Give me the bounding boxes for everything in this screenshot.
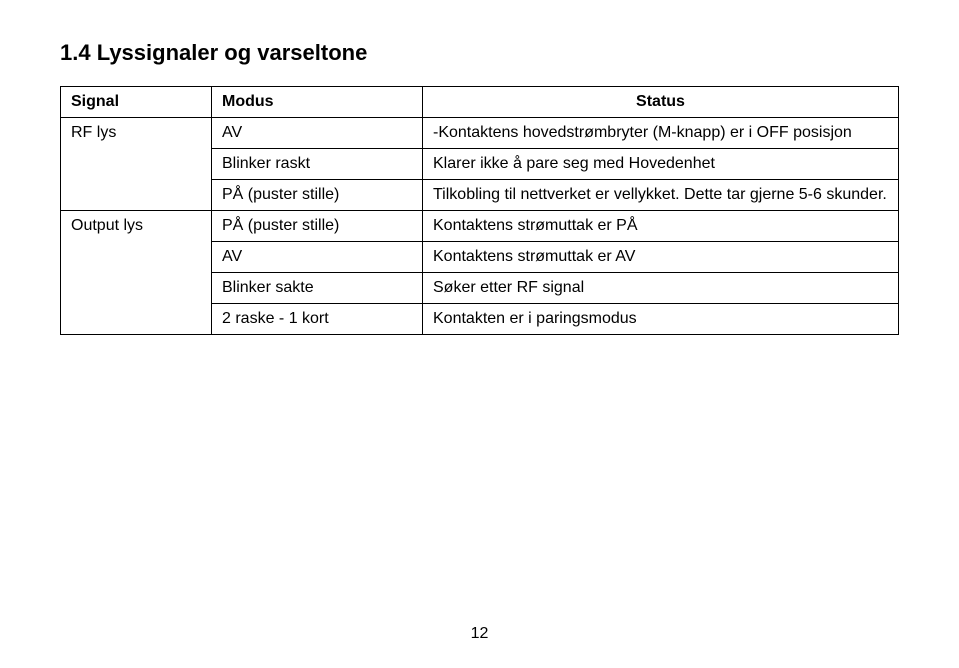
page-number: 12 — [0, 625, 959, 643]
cell-signal: RF lys — [61, 118, 212, 211]
cell-status: Søker etter RF signal — [423, 273, 899, 304]
cell-status: -Kontaktens hovedstrømbryter (M-knapp) e… — [423, 118, 899, 149]
cell-status: Kontaktens strømuttak er PÅ — [423, 211, 899, 242]
cell-modus: PÅ (puster stille) — [212, 180, 423, 211]
cell-modus: AV — [212, 118, 423, 149]
cell-modus: Blinker raskt — [212, 149, 423, 180]
cell-modus: AV — [212, 242, 423, 273]
cell-signal: Output lys — [61, 211, 212, 335]
table-row: Output lys PÅ (puster stille) Kontaktens… — [61, 211, 899, 242]
section-heading: 1.4 Lyssignaler og varseltone — [60, 40, 899, 66]
header-signal: Signal — [61, 87, 212, 118]
signal-table: Signal Modus Status RF lys AV -Kontakten… — [60, 86, 899, 335]
cell-status: Tilkobling til nettverket er vellykket. … — [423, 180, 899, 211]
cell-modus: PÅ (puster stille) — [212, 211, 423, 242]
header-modus: Modus — [212, 87, 423, 118]
cell-status: Kontakten er i paringsmodus — [423, 304, 899, 335]
header-status: Status — [423, 87, 899, 118]
cell-modus: 2 raske - 1 kort — [212, 304, 423, 335]
cell-status: Klarer ikke å pare seg med Hovedenhet — [423, 149, 899, 180]
cell-status: Kontaktens strømuttak er AV — [423, 242, 899, 273]
table-row: RF lys AV -Kontaktens hovedstrømbryter (… — [61, 118, 899, 149]
cell-modus: Blinker sakte — [212, 273, 423, 304]
